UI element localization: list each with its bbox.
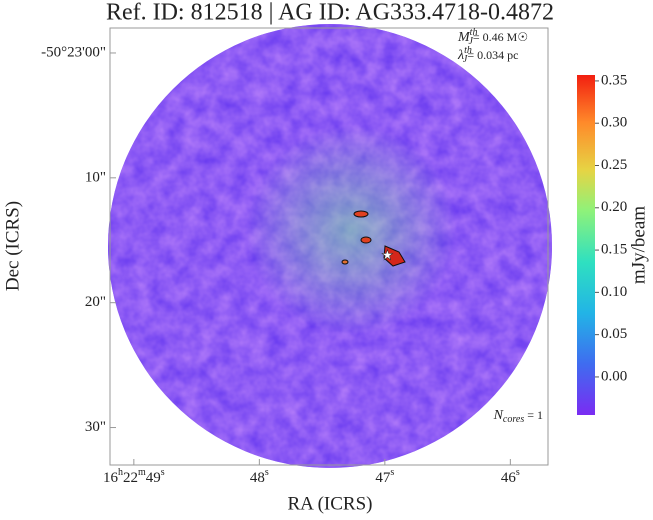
colorbar-tick-label: 0.20 — [601, 199, 627, 215]
annotation-sup: th — [464, 45, 472, 56]
colorbar-tick-label: 0.30 — [601, 115, 627, 131]
colorbar-tick-label: 0.35 — [601, 72, 627, 88]
y-tick-label: 20" — [85, 294, 106, 310]
annotation-text: = 0.034 pc — [467, 48, 518, 62]
map — [108, 24, 552, 468]
colorbar — [577, 75, 595, 415]
y-tick-label: 30" — [85, 419, 106, 435]
colorbar-tick-label: 0.00 — [601, 368, 627, 384]
x-tick-label: 16h22m49s — [103, 467, 165, 486]
annotation-symbol: M — [457, 30, 471, 45]
annotation-sub: J — [463, 54, 468, 65]
y-tick-label: 10" — [85, 169, 106, 185]
colorbar-tick-label: 0.05 — [601, 326, 627, 342]
annotation-text: = 0.46 M☉ — [473, 30, 528, 44]
colorbar-tick-label: 0.15 — [601, 242, 627, 258]
annotation-text: = 1 — [524, 408, 543, 422]
x-tick-label: 47s — [375, 467, 394, 486]
x-tick-label: 48s — [250, 467, 269, 486]
colorbar-tick-label: 0.10 — [601, 284, 627, 300]
title: Ref. ID: 812518 | AG ID: AG333.4718-0.48… — [106, 0, 554, 26]
annotation-symbol: N — [493, 408, 504, 423]
annotation: λth J= 0.034 pc — [457, 45, 518, 65]
core-marker — [381, 248, 394, 261]
frame — [109, 27, 549, 466]
y-label: Dec (ICRS) — [2, 201, 23, 291]
annotation-symbol: λ — [457, 48, 464, 63]
annotation: Ncores = 1 — [493, 408, 543, 426]
annotation-sup: th — [470, 27, 478, 38]
colorbar-tick-label: 0.25 — [601, 157, 627, 173]
x-label: RA (ICRS) — [288, 493, 373, 514]
y-tick-label: -50°23'00" — [41, 44, 106, 60]
annotation-sub: J — [468, 36, 473, 47]
colorbar-label: mJy/beam — [628, 206, 649, 284]
annotation-sub: cores — [503, 414, 524, 425]
annotation: Mth J= 0.46 M☉ — [457, 27, 528, 47]
x-tick-label: 46s — [501, 467, 520, 486]
